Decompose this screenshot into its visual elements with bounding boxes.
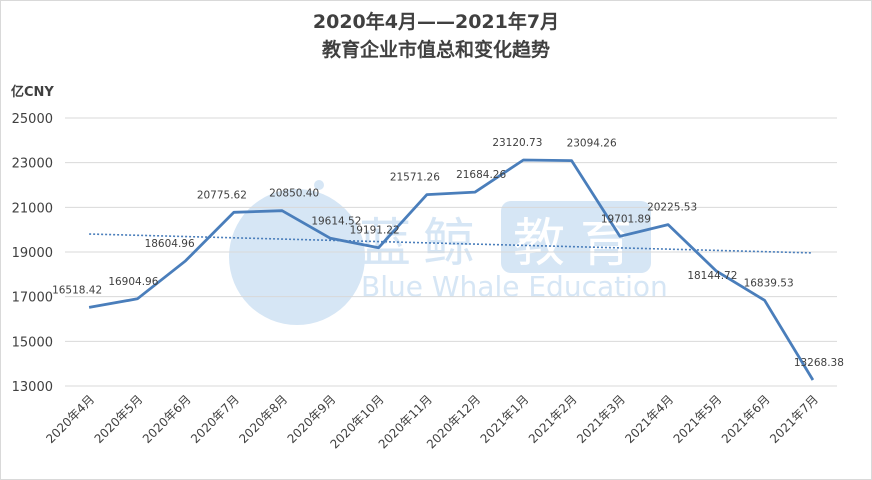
watermark-spout-dot — [298, 193, 310, 205]
data-label: 16904.96 — [108, 276, 158, 288]
chart-subtitle: 教育企业市值总和变化趋势 — [321, 39, 550, 61]
y-axis-unit-label: 亿CNY — [11, 85, 54, 100]
y-tick-label: 15000 — [12, 335, 53, 350]
y-tick-label: 17000 — [12, 291, 53, 306]
data-label: 19701.89 — [601, 213, 651, 225]
watermark-whale-logo — [229, 189, 365, 325]
data-label: 16839.53 — [744, 277, 794, 289]
x-tick-label: 2021年5月 — [671, 392, 725, 446]
data-label: 20225.53 — [647, 202, 697, 214]
y-tick-label: 13000 — [12, 380, 53, 395]
x-tick-label: 2020年5月 — [92, 392, 146, 446]
watermark-char: 育 — [580, 214, 632, 274]
gridlines — [65, 117, 837, 387]
data-label: 19191.22 — [350, 225, 400, 237]
watermark-char: 蓝 — [359, 214, 411, 274]
y-tick-label: 21000 — [12, 201, 53, 216]
x-tick-label: 2021年7月 — [767, 392, 821, 446]
data-labels: 16518.42 16904.96 18604.96 20775.62 20850.40… — [52, 137, 844, 369]
x-tick-label: 2020年6月 — [140, 392, 194, 446]
x-tick-label: 2021年1月 — [478, 392, 532, 446]
x-tick-label: 2020年4月 — [43, 392, 97, 446]
chart-title: 2020年4月——2021年7月 — [312, 11, 560, 33]
data-label: 19614.52 — [311, 215, 361, 227]
x-tick-label: 2020年8月 — [236, 392, 290, 446]
data-label: 21684.26 — [456, 169, 506, 181]
series-line — [88, 158, 815, 381]
y-tick-label: 23000 — [12, 157, 53, 172]
data-label: 13268.38 — [794, 357, 844, 369]
watermark: 蓝鲸教育Blue Whale Education — [229, 180, 668, 325]
data-label: 16518.42 — [52, 284, 102, 296]
x-tick-label: 2021年2月 — [526, 392, 580, 446]
data-label: 23094.26 — [567, 138, 617, 150]
watermark-spout-dot — [314, 180, 324, 190]
data-label: 18604.96 — [145, 238, 195, 250]
data-label: 20850.40 — [269, 188, 319, 200]
watermark-badge — [501, 201, 651, 273]
data-label: 21571.26 — [390, 172, 440, 184]
x-axis-labels: 2020年4月2020年5月2020年6月2020年7月2020年8月2020年… — [43, 392, 821, 451]
watermark-char: 教 — [513, 214, 565, 274]
data-label: 20775.62 — [197, 189, 247, 201]
y-axis-ticks: 25000 23000 21000 19000 17000 15000 13000 — [12, 112, 53, 395]
y-tick-label: 25000 — [12, 112, 53, 127]
series-polyline — [88, 158, 815, 381]
x-tick-label: 2021年3月 — [574, 392, 628, 446]
data-label: 23120.73 — [492, 137, 542, 149]
x-tick-label: 2021年4月 — [622, 392, 676, 446]
watermark-english-text: Blue Whale Education — [361, 270, 668, 303]
data-label: 18144.72 — [687, 270, 737, 282]
y-tick-label: 19000 — [12, 246, 53, 261]
x-tick-label: 2021年6月 — [719, 392, 773, 446]
x-tick-label: 2020年7月 — [188, 392, 242, 446]
